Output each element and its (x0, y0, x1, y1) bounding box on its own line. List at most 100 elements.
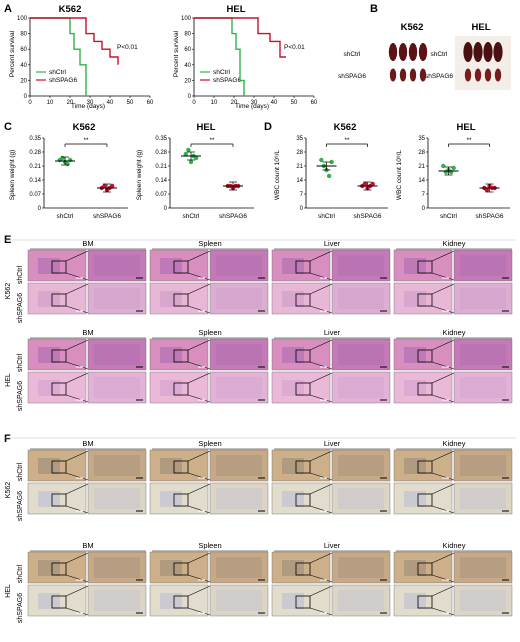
ihc-hel-zoom-line (65, 574, 89, 583)
chart-layer: 0 10 20 30 40 50 60 0 20 40 60 80 100 0 10 20 30 40 50 60 0 2… (17, 16, 510, 220)
ihc-k562-lowmag-texture (38, 491, 60, 507)
ihc-hel-highmag-spleen (209, 551, 269, 584)
survival-xtick-label: 50 (291, 100, 298, 106)
he-hel-highmag-texture (216, 377, 262, 398)
ihc-hel-zoom-box (173, 562, 189, 576)
spleen-k562-shspag6 (399, 68, 407, 82)
he-hel-zoom-line (309, 372, 333, 384)
ihc-hel-lowmag-texture (404, 560, 426, 576)
he-k562-lowmag-texture (160, 258, 182, 274)
survival-ytick-label: 100 (181, 16, 192, 22)
he-hel-zoom-box (51, 349, 67, 363)
tissue-header-bm: BM (82, 328, 93, 337)
ihc-k562-lowmag-texture (38, 458, 60, 474)
panel-label-b: B (370, 3, 378, 15)
ihc-hel-lowmag-texture (282, 560, 304, 576)
legend-hel-shctrl: shCtrl (213, 69, 231, 76)
spleen-hel-shctrl (473, 42, 483, 62)
ihc-hel-highmag-liver (331, 551, 391, 584)
dot-category-label: shSPAG6 (353, 213, 381, 220)
survival-line-shspag6 (30, 17, 119, 65)
tissue-header-spleen: Spleen (198, 439, 221, 448)
ihc-hel-highmag-bm (87, 551, 147, 584)
dot-ytick-label: 14 (418, 178, 425, 184)
dot-ytick-label: 0.21 (29, 164, 41, 170)
spleen-hel-shctrl (483, 42, 493, 62)
dot-ytick-label: 0.07 (29, 192, 41, 198)
survival-k562-title: K562 (59, 4, 82, 15)
ihc-k562-zoom-box (295, 460, 311, 474)
he-k562-highmag-texture (460, 255, 506, 276)
dot-ytick-label: 35 (418, 136, 425, 142)
he-k562-highmag-liver (331, 249, 391, 282)
e-row-shctrl-k562: shCtrl (17, 265, 24, 284)
he-hel-zoom-line (187, 361, 211, 370)
ihc-k562-zoom-box (51, 493, 67, 507)
he-hel-zoom-box (295, 382, 311, 396)
e-cellline-k562: K562 (5, 283, 12, 299)
he-k562-highmag-bm (87, 249, 147, 282)
spleen-photos (388, 42, 503, 82)
ihc-hel-highmag-texture (94, 557, 140, 578)
survival-xtick-label: 0 (192, 100, 196, 106)
ihc-k562-zoom-line (187, 505, 211, 514)
ihc-hel-highmag-texture (94, 590, 140, 611)
survival-k562-ylabel: Percent survival (9, 30, 16, 77)
he-hel-zoom-box (173, 382, 189, 396)
survival-ytick-label: 80 (20, 32, 27, 38)
e-row-shctrl-hel: shCtrl (17, 353, 24, 372)
survival-xtick-label: 10 (211, 100, 218, 106)
sig-stars: ** (344, 137, 350, 144)
spleen-hel-shctrl (463, 42, 473, 62)
ihc-k562-zoom-line (187, 450, 211, 462)
e-cellline-hel: HEL (5, 373, 12, 387)
he-k562-lowmag-texture (38, 258, 60, 274)
he-k562-highmag-liver (331, 282, 391, 315)
ihc-k562-highmag-texture (338, 488, 384, 509)
spleen-row-shspag6-2: shSPAG6 (425, 73, 453, 80)
legend-k562-shspag6: shSPAG6 (49, 77, 77, 84)
he-k562-zoom-line (431, 283, 455, 295)
ihc-hel-highmag-texture (338, 557, 384, 578)
dot-point-shctrl (194, 155, 199, 161)
he-hel-zoom-line (431, 394, 455, 403)
ihc-k562-zoom-box (173, 493, 189, 507)
ihc-hel-highmag-bm (87, 584, 147, 617)
e-row-shspag6-hel: shSPAG6 (17, 381, 24, 411)
he-k562-zoom-line (65, 283, 89, 295)
ihc-k562-highmag-bm (87, 482, 147, 515)
he-hel-lowmag-texture (404, 380, 426, 396)
ihc-hel-lowmag-texture (160, 560, 182, 576)
legend-hel-shspag6: shSPAG6 (213, 77, 241, 84)
he-hel-highmag-spleen (209, 371, 269, 404)
survival-k562-pvalue: P<0.01 (117, 44, 138, 51)
dot-ytick-label: 14 (296, 178, 303, 184)
tissue-header-liver: Liver (324, 328, 341, 337)
dot-point-shctrl (319, 157, 324, 163)
survival-line-shctrl (30, 17, 87, 96)
ihc-k562-lowmag-texture (160, 458, 182, 474)
he-hel-highmag-texture (338, 377, 384, 398)
dot-point-shctrl (186, 147, 191, 153)
ihc-k562-highmag-texture (94, 455, 140, 476)
he-hel-zoom-line (187, 339, 211, 351)
dot-ytick-label: 7 (422, 192, 426, 198)
ihc-hel-zoom-box (417, 562, 433, 576)
he-k562-zoom-line (309, 250, 333, 262)
ihc-k562-zoom-line (309, 450, 333, 462)
ihc-hel-zoom-line (65, 585, 89, 597)
f-row-shctrl-k562: shCtrl (17, 462, 24, 481)
dot-ytick-label: 0 (164, 206, 168, 212)
spleen-row-shctrl-2: shCtrl (431, 51, 449, 58)
survival-ytick-label: 40 (184, 63, 191, 69)
ihc-k562-highmag-kidney (453, 449, 513, 482)
he-k562-zoom-box (173, 260, 189, 274)
dot-ytick-label: 0.14 (29, 178, 41, 184)
spleen-hel-shctrl (493, 42, 503, 62)
ihc-k562-zoom-box (173, 460, 189, 474)
ihc-k562-highmag-liver (331, 482, 391, 515)
ihc-k562-lowmag-texture (282, 491, 304, 507)
dot-ytick-label: 0.35 (155, 136, 167, 142)
ihc-hel-zoom-line (65, 607, 89, 616)
survival-xtick-label: 0 (28, 100, 32, 106)
